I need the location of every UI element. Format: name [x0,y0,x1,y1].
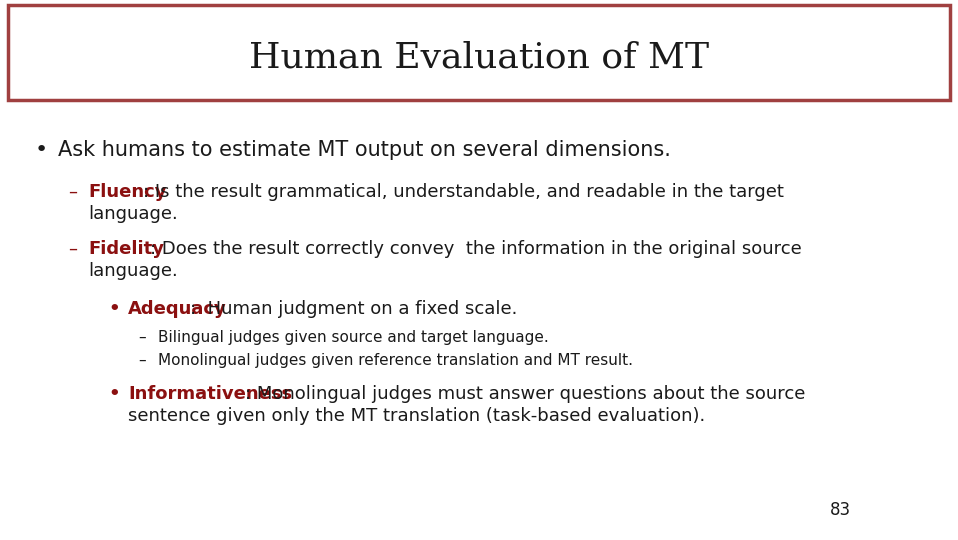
Text: Monolingual judges given reference translation and MT result.: Monolingual judges given reference trans… [158,353,633,368]
Text: sentence given only the MT translation (task-based evaluation).: sentence given only the MT translation (… [128,407,705,425]
Text: : Does the result correctly convey  the information in the original source: : Does the result correctly convey the i… [150,240,802,258]
Text: Bilingual judges given source and target language.: Bilingual judges given source and target… [158,330,549,345]
Text: •: • [108,385,120,403]
Text: language.: language. [88,205,178,223]
Text: •: • [108,300,120,318]
Text: Informativeness: Informativeness [128,385,292,403]
Text: :  Human judgment on a fixed scale.: : Human judgment on a fixed scale. [191,300,517,318]
Text: Human Evaluation of MT: Human Evaluation of MT [249,41,709,75]
Text: •: • [35,140,48,160]
Text: Adequacy: Adequacy [128,300,227,318]
FancyBboxPatch shape [8,5,950,100]
Text: –: – [68,240,77,258]
Text: language.: language. [88,262,178,280]
Text: –: – [138,330,146,345]
Text: : Is the result grammatical, understandable, and readable in the target: : Is the result grammatical, understanda… [143,183,784,201]
Text: Fluency: Fluency [88,183,167,201]
Text: 83: 83 [830,501,851,519]
Text: Ask humans to estimate MT output on several dimensions.: Ask humans to estimate MT output on seve… [58,140,671,160]
Text: : Monolingual judges must answer questions about the source: : Monolingual judges must answer questio… [245,385,806,403]
Text: Fidelity: Fidelity [88,240,164,258]
Text: –: – [138,353,146,368]
Text: –: – [68,183,77,201]
